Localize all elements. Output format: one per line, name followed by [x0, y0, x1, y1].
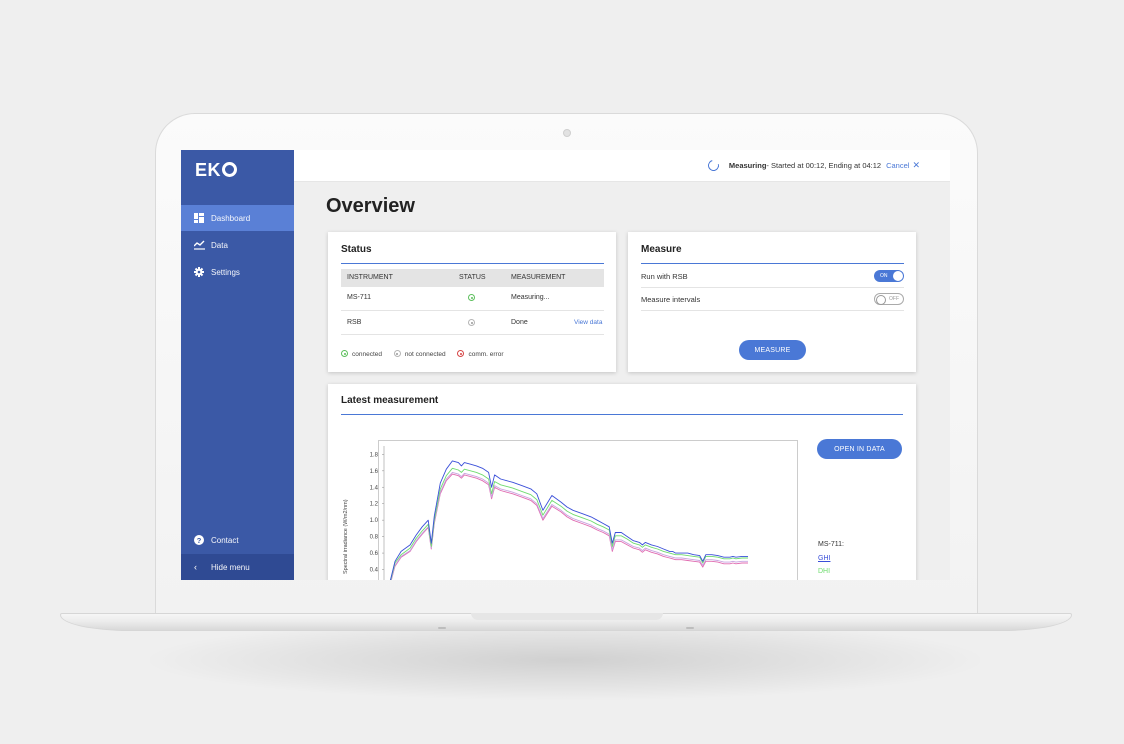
- measure-card: Measure Run with RSB ON Measure interval…: [628, 232, 916, 372]
- laptop-foot: [686, 627, 694, 629]
- divider: [341, 414, 903, 415]
- latest-measurement-card: Latest measurement OPEN IN DATA 0.20.40.…: [328, 384, 916, 580]
- y-tick-label: 1.6: [370, 469, 379, 475]
- sidebar-item-dashboard[interactable]: Dashboard: [181, 205, 294, 231]
- y-tick-label: 1.8: [370, 452, 379, 458]
- option-label: Run with RSB: [641, 272, 688, 281]
- sidebar-item-label: Dashboard: [211, 213, 251, 223]
- divider: [641, 263, 904, 264]
- y-tick-label: 0.8: [370, 535, 379, 541]
- y-tick-label: 1.2: [370, 502, 379, 508]
- eko-logo: EK: [195, 160, 238, 181]
- series-ghi-label[interactable]: GHI: [818, 555, 831, 562]
- hide-menu-button[interactable]: ‹ Hide menu: [181, 554, 294, 580]
- gear-icon: [194, 267, 204, 277]
- status-error-icon: [457, 350, 465, 357]
- status-connected-icon: [341, 350, 348, 357]
- sidebar-item-contact[interactable]: ? Contact: [181, 527, 294, 553]
- top-bar: Measuring - Started at 00:12, Ending at …: [294, 150, 950, 182]
- series-line: [390, 467, 748, 580]
- sidebar-item-label: Settings: [211, 267, 240, 277]
- cancel-link[interactable]: Cancel: [886, 161, 910, 170]
- series-line: [390, 473, 748, 580]
- open-in-data-button[interactable]: OPEN IN DATA: [817, 439, 902, 459]
- option-row: Run with RSB ON: [641, 265, 904, 288]
- measurement-state: Done: [511, 319, 528, 326]
- measuring-status: Measuring - Started at 00:12, Ending at …: [705, 157, 920, 174]
- svg-text:?: ?: [197, 536, 202, 545]
- column-header: MEASUREMENT: [511, 274, 566, 281]
- series-dhi-label[interactable]: DHI: [818, 568, 831, 575]
- status-card-title: Status: [341, 244, 372, 255]
- status-not-connected-icon: [468, 319, 475, 326]
- measure-button[interactable]: MEASURE: [739, 340, 806, 360]
- dashboard-icon: [194, 213, 204, 223]
- laptop-shadow: [150, 620, 980, 700]
- legend-label: connected: [352, 351, 382, 358]
- instrument-name: RSB: [347, 319, 362, 326]
- view-data-link[interactable]: View data: [574, 319, 603, 326]
- close-icon[interactable]: ✕: [912, 160, 920, 170]
- y-axis-label: Spectral irradiance (W/m2/nm): [343, 499, 349, 574]
- camera-icon: [563, 129, 571, 137]
- sidebar-item-data[interactable]: Data: [181, 232, 294, 258]
- table-row: MS-711 Measuring...: [341, 287, 604, 311]
- option-label: Measure intervals: [641, 295, 701, 304]
- series-line: [390, 471, 748, 580]
- y-tick-label: 1.0: [370, 518, 379, 524]
- option-row: Measure intervals OFF: [641, 288, 904, 311]
- table-row: RSB Done View data: [341, 311, 604, 335]
- run-with-rsb-toggle[interactable]: ON: [874, 270, 904, 282]
- measuring-detail: - Started at 00:12, Ending at 04:12: [766, 161, 882, 170]
- help-icon: ?: [194, 535, 204, 545]
- sidebar: EK Dashboard Data Settings ? Contact: [181, 150, 294, 580]
- divider: [341, 263, 604, 264]
- toggle-state: ON: [880, 273, 888, 279]
- y-tick-label: 1.4: [370, 485, 379, 491]
- status-not-connected-icon: [393, 350, 401, 357]
- status-legend: connected not connected comm. error: [341, 349, 514, 358]
- spinner-icon: [705, 157, 721, 174]
- column-header: INSTRUMENT: [347, 274, 393, 281]
- measure-intervals-toggle[interactable]: OFF: [874, 293, 904, 305]
- chevron-left-icon: ‹: [194, 562, 197, 572]
- legend-label: comm. error: [468, 351, 504, 358]
- hide-menu-label: Hide menu: [211, 562, 250, 572]
- legend-label: not connected: [404, 351, 446, 358]
- measuring-label: Measuring: [728, 161, 767, 170]
- page-title: Overview: [326, 195, 415, 217]
- sidebar-item-label: Data: [211, 240, 228, 250]
- laptop-notch: [471, 613, 663, 620]
- laptop-foot: [438, 627, 446, 629]
- table-header: INSTRUMENT STATUS MEASUREMENT: [341, 269, 604, 287]
- series-line: [389, 460, 748, 580]
- chart-frame: [378, 440, 798, 580]
- sidebar-item-settings[interactable]: Settings: [181, 259, 294, 285]
- status-connected-icon: [468, 294, 475, 301]
- latest-card-title: Latest measurement: [341, 395, 439, 406]
- series-header: MS-711:: [818, 541, 844, 548]
- toggle-state: OFF: [889, 296, 899, 302]
- y-tick-label: 0.6: [370, 551, 379, 557]
- status-card: Status INSTRUMENT STATUS MEASUREMENT MS-…: [328, 232, 616, 372]
- sidebar-item-label: Contact: [211, 535, 239, 545]
- app-screen: EK Dashboard Data Settings ? Contact: [181, 150, 950, 580]
- measurement-state: Measuring...: [511, 294, 550, 301]
- toggle-knob: [893, 271, 903, 281]
- column-header: STATUS: [459, 274, 486, 281]
- instrument-name: MS-711: [347, 294, 371, 301]
- measure-card-title: Measure: [641, 244, 682, 255]
- toggle-knob: [876, 295, 886, 305]
- chart-line-icon: [193, 240, 205, 250]
- y-tick-label: 0.4: [370, 568, 379, 574]
